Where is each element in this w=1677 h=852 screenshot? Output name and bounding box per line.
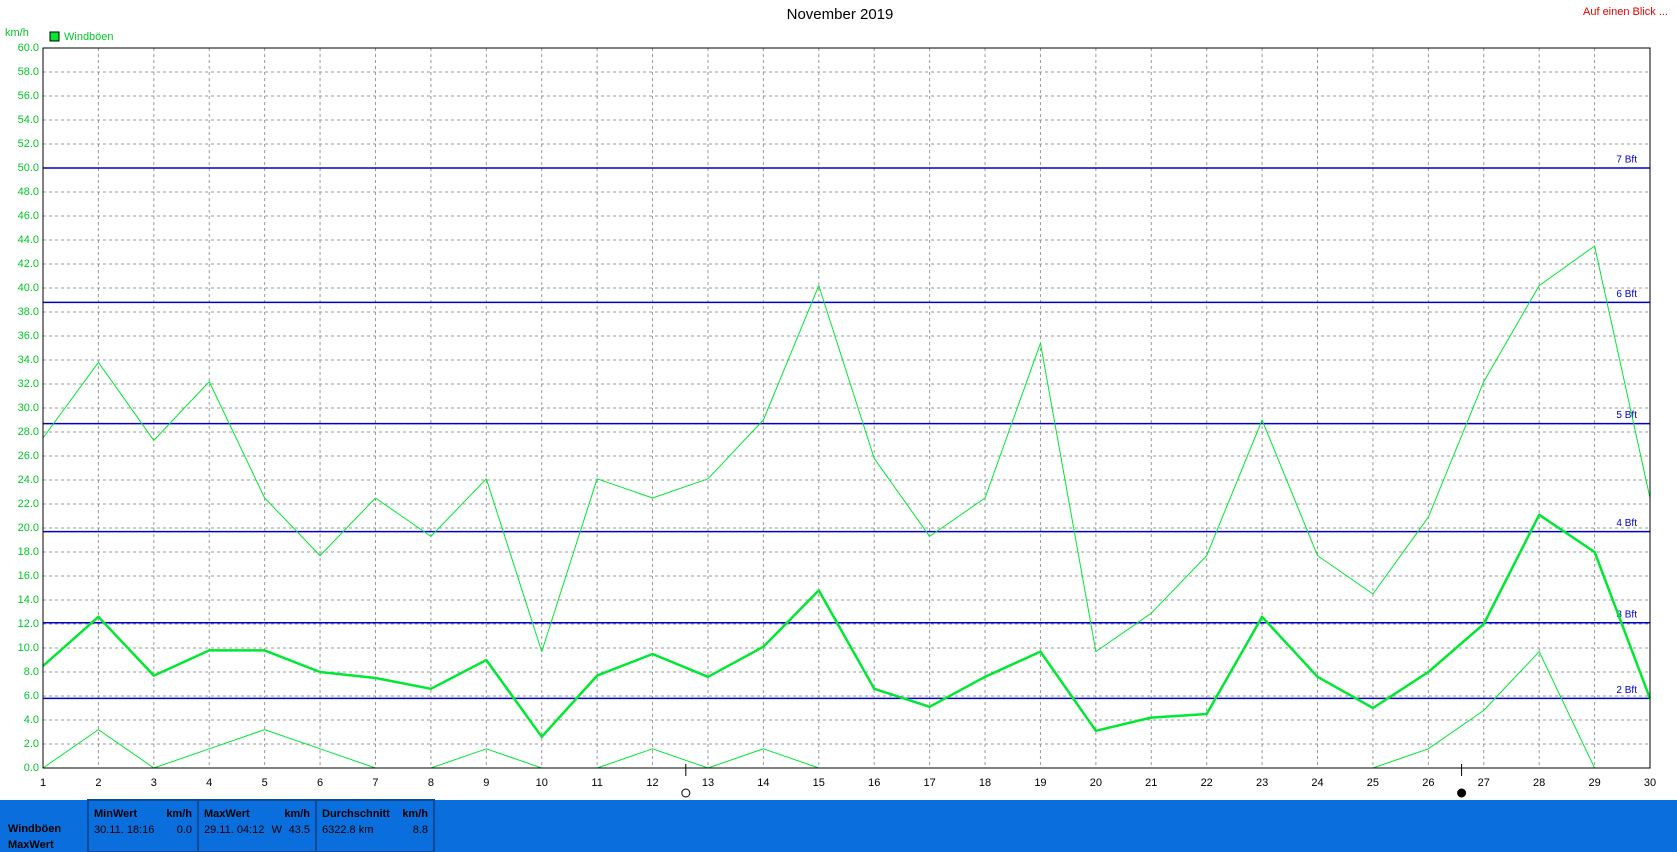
y-tick-label: 40.0 [18,282,39,294]
y-tick-label: 2.0 [24,738,39,750]
y-tick-label: 60.0 [18,42,39,54]
x-tick-label: 22 [1201,777,1213,789]
column-header: MaxWert [204,808,250,820]
column-unit: km/h [166,808,192,820]
y-tick-label: 36.0 [18,330,39,342]
beaufort-label: 6 Bft [1616,289,1637,300]
column-value: 0.0 [177,824,192,836]
row-label: Windböen [8,823,61,835]
x-tick-label: 20 [1090,777,1102,789]
x-tick-label: 3 [151,777,157,789]
x-tick-label: 30 [1644,777,1656,789]
y-tick-label: 8.0 [24,666,39,678]
x-tick-label: 18 [979,777,991,789]
beaufort-label: 2 Bft [1616,685,1637,696]
x-tick-label: 17 [923,777,935,789]
x-tick-label: 9 [483,777,489,789]
beaufort-label: 3 Bft [1616,609,1637,620]
y-tick-label: 38.0 [18,306,39,318]
data-line [42,513,1652,739]
y-tick-label: 42.0 [18,258,39,270]
x-tick-label: 16 [868,777,880,789]
beaufort-label: 5 Bft [1616,410,1637,421]
chart-title: November 2019 [787,6,894,23]
x-tick-label: 23 [1256,777,1268,789]
y-tick-label: 50.0 [18,162,39,174]
x-tick-label: 21 [1145,777,1157,789]
legend-swatch [49,31,60,42]
summary-cell [315,799,435,852]
beaufort-label: 7 Bft [1616,155,1637,166]
y-tick-label: 56.0 [18,90,39,102]
x-tick-label: 14 [757,777,769,789]
y-tick-label: 18.0 [18,546,39,558]
y-tick-label: 54.0 [18,114,39,126]
y-tick-label: 52.0 [18,138,39,150]
x-tick-label: 25 [1367,777,1379,789]
y-tick-label: 58.0 [18,66,39,78]
column-time: 6322.8 km [322,824,373,836]
summary-cell [197,799,317,852]
y-tick-label: 24.0 [18,474,39,486]
x-tick-label: 13 [702,777,714,789]
column-header: Durchschnitt [322,808,390,820]
y-tick-label: 0.0 [24,762,39,774]
column-dir: W [272,824,283,836]
plot-border [42,47,1651,769]
y-tick-label: 10.0 [18,642,39,654]
legend-label: Windböen [64,31,114,43]
x-tick-label: 26 [1422,777,1434,789]
column-unit: km/h [284,808,310,820]
x-tick-label: 15 [813,777,825,789]
y-tick-label: 26.0 [18,450,39,462]
y-tick-label: 14.0 [18,594,39,606]
data-line [42,245,1651,653]
y-tick-label: 6.0 [24,690,39,702]
y-tick-label: 46.0 [18,210,39,222]
column-time: 30.11. 18:16 [94,824,154,836]
beaufort-label: 4 Bft [1616,518,1637,529]
y-tick-label: 12.0 [18,618,39,630]
x-tick-label: 5 [262,777,268,789]
y-tick-label: 48.0 [18,186,39,198]
column-unit: km/h [402,808,428,820]
x-tick-label: 27 [1478,777,1490,789]
y-tick-label: 30.0 [18,402,39,414]
x-tick-label: 12 [646,777,658,789]
x-tick-label: 24 [1311,777,1323,789]
row-label: MaxWert [8,839,54,851]
y-unit: km/h [5,27,29,39]
column-value: 43.5 [289,824,310,836]
y-tick-label: 32.0 [18,378,39,390]
x-tick-label: 19 [1034,777,1046,789]
column-value: 8.8 [413,824,428,836]
x-tick-label: 8 [428,777,434,789]
column-header: MinWert [94,808,138,820]
moon-icon [1457,788,1467,798]
y-tick-label: 4.0 [24,714,39,726]
moon-icon [681,788,691,798]
x-tick-label: 4 [206,777,212,789]
x-tick-label: 10 [536,777,548,789]
x-tick-label: 28 [1533,777,1545,789]
y-tick-label: 22.0 [18,498,39,510]
y-tick-label: 44.0 [18,234,39,246]
y-tick-label: 20.0 [18,522,39,534]
x-tick-label: 11 [591,777,602,789]
x-tick-label: 29 [1588,777,1600,789]
y-tick-label: 16.0 [18,570,39,582]
x-tick-label: 6 [317,777,323,789]
x-tick-label: 7 [372,777,378,789]
y-tick-label: 34.0 [18,354,39,366]
overview-link[interactable]: Auf einen Blick ... [1583,6,1668,18]
x-tick-label: 1 [40,777,46,789]
y-tick-label: 28.0 [18,426,39,438]
x-tick-label: 2 [95,777,101,789]
column-time: 29.11. 04:12 [204,824,264,836]
